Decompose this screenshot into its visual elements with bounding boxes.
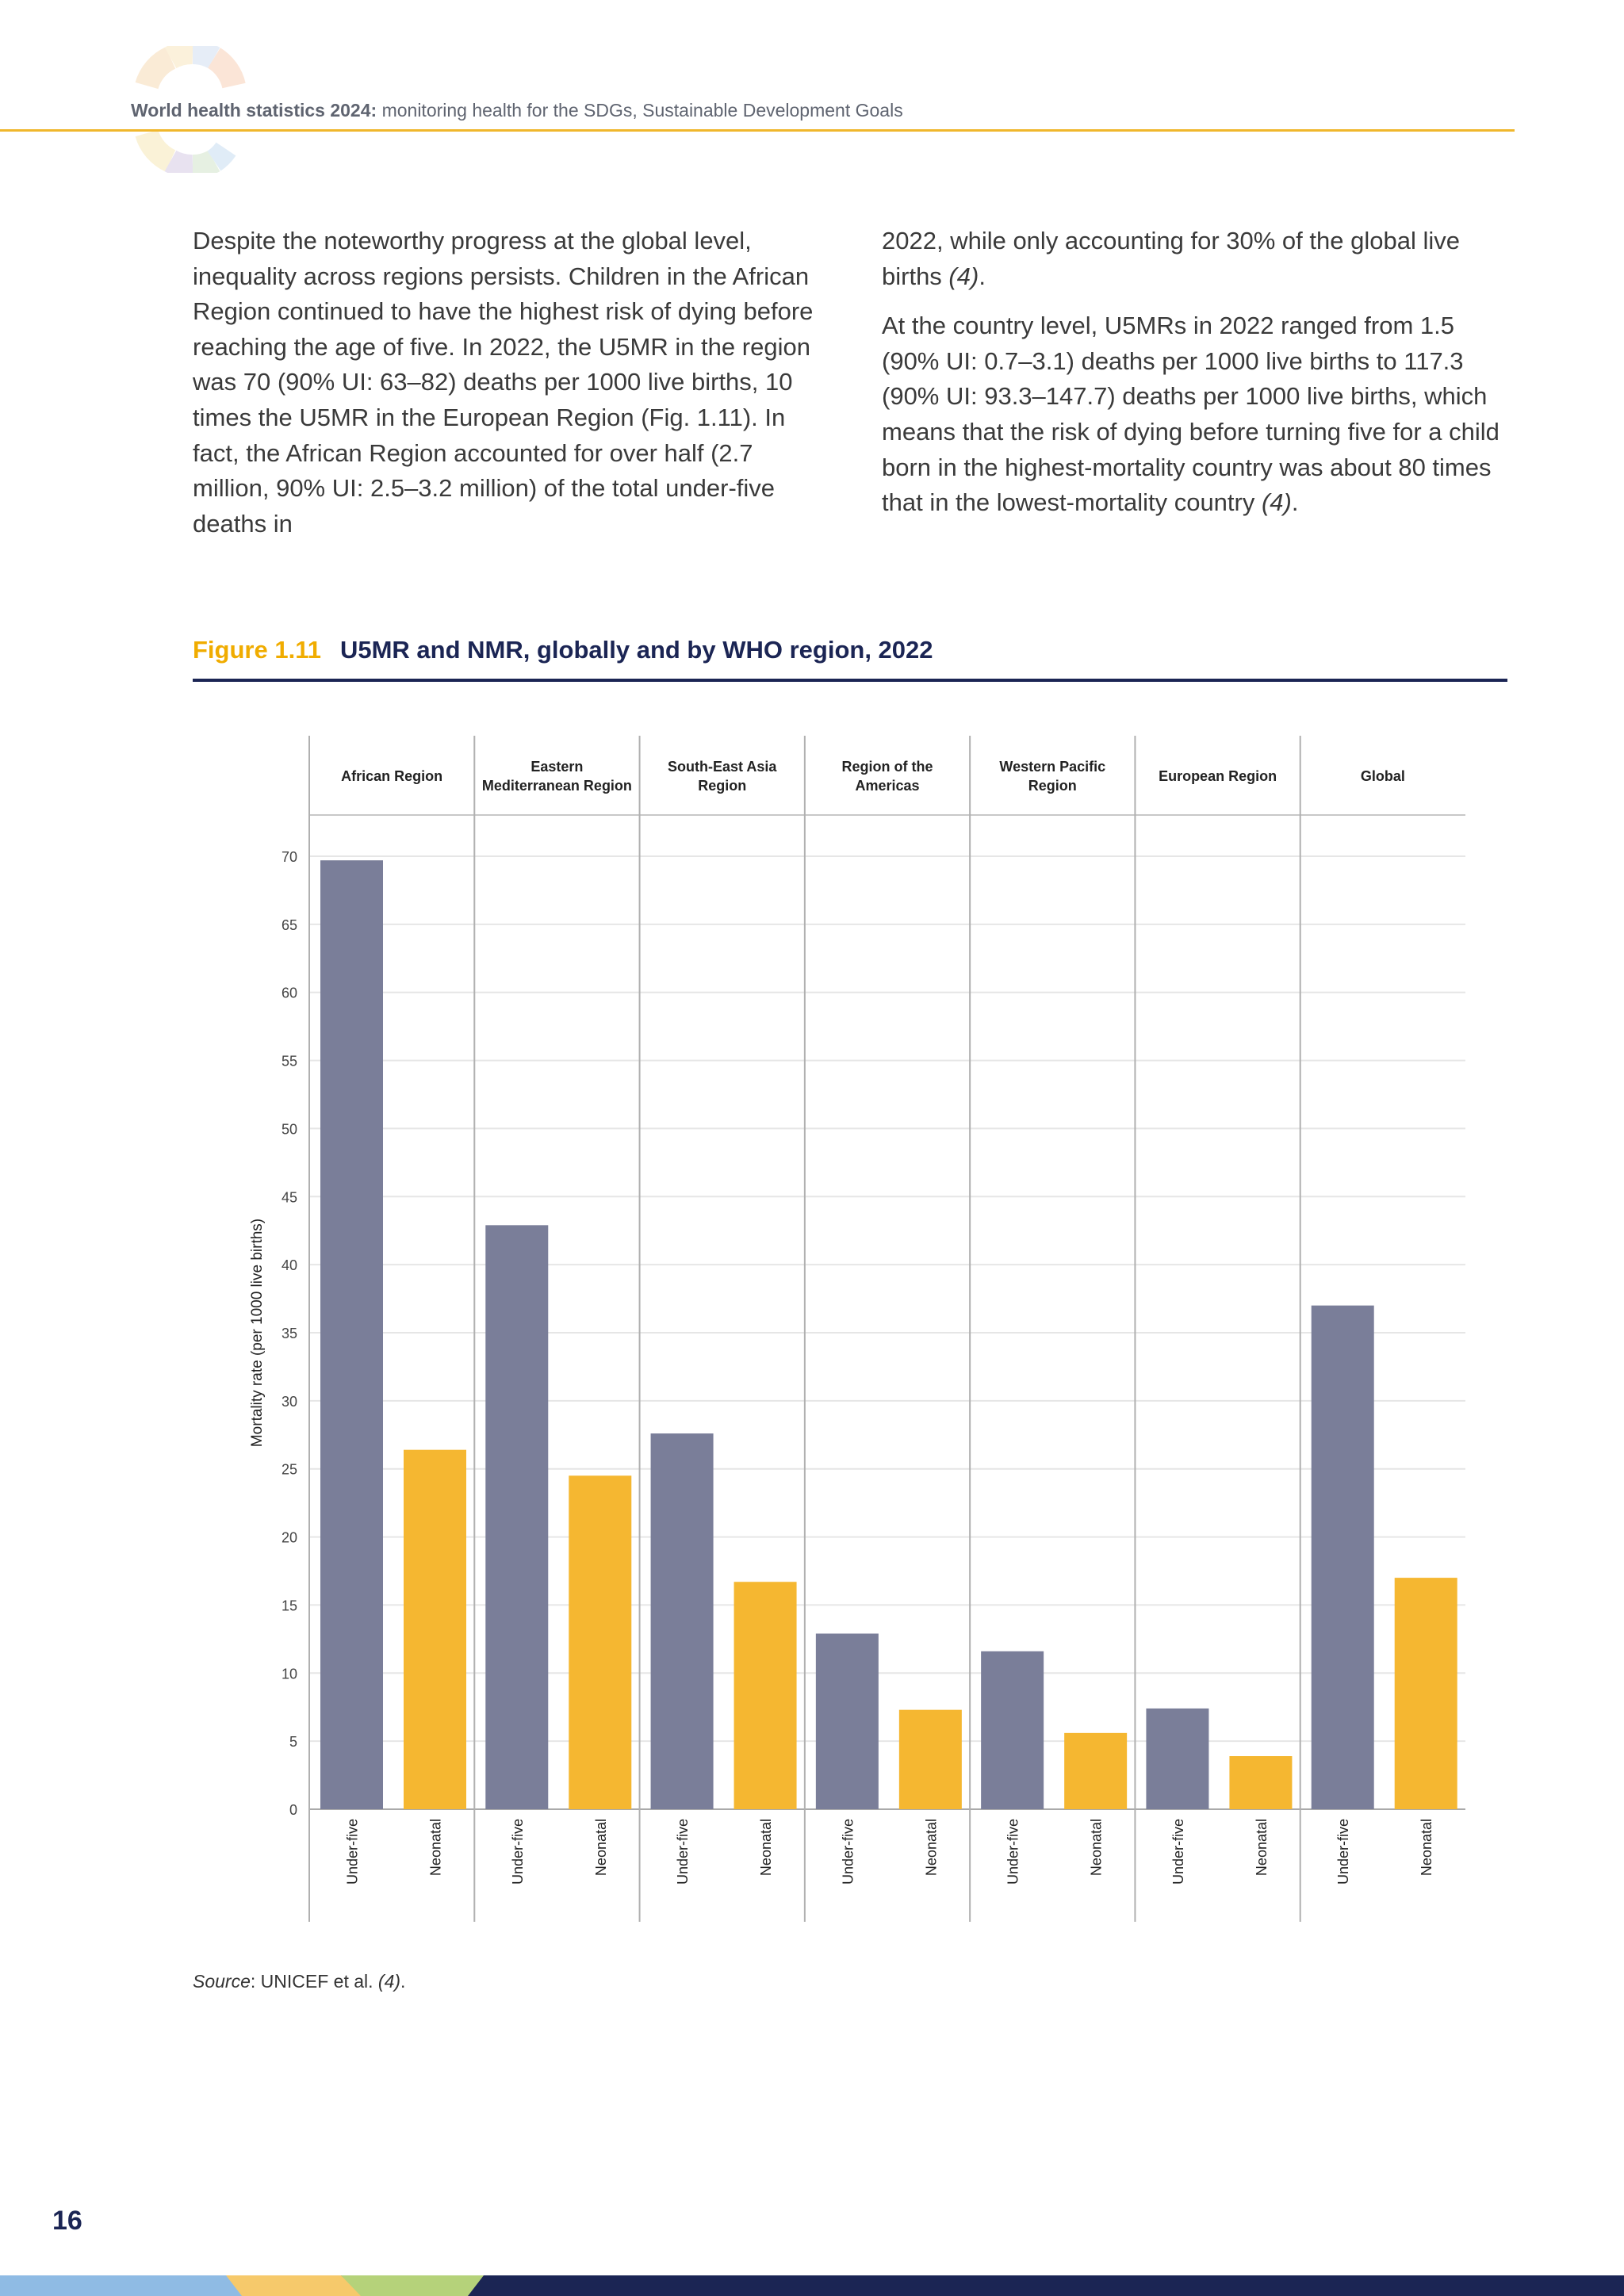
bar-neonatal (404, 1449, 466, 1809)
citation: (4) (948, 262, 979, 290)
y-tick-label: 50 (282, 1121, 297, 1137)
x-tick-label: Under-five (1335, 1819, 1351, 1885)
bar-neonatal (1229, 1756, 1293, 1809)
source-end: . (400, 1971, 406, 1992)
report-title: World health statistics 2024: (131, 100, 377, 121)
x-tick-label: Neonatal (1089, 1819, 1105, 1876)
footer-band (0, 2275, 1624, 2296)
y-tick-label: 30 (282, 1394, 297, 1410)
bar-under-five (650, 1433, 714, 1809)
source-label: Source (193, 1971, 251, 1992)
region-label: Mediterranean Region (482, 778, 632, 794)
x-tick-label: Neonatal (1254, 1819, 1270, 1876)
source-text: : UNICEF et al. (250, 1971, 378, 1992)
y-tick-label: 25 (282, 1462, 297, 1478)
bar-neonatal (569, 1475, 632, 1809)
paragraph-end: . (979, 262, 986, 290)
running-header: World health statistics 2024: monitoring… (131, 100, 903, 121)
y-tick-label: 10 (282, 1666, 297, 1682)
paragraph-end: . (1291, 488, 1299, 517)
x-tick-label: Neonatal (923, 1819, 939, 1876)
y-tick-label: 65 (282, 917, 297, 933)
paragraph-text: 2022, while only accounting for 30% of t… (882, 227, 1460, 290)
paragraph-right-2: At the country level, U5MRs in 2022 rang… (882, 308, 1516, 521)
figure-number: Figure 1.11 (193, 636, 321, 664)
y-tick-label: 45 (282, 1189, 297, 1205)
y-tick-label: 15 (282, 1598, 297, 1613)
bar-under-five (981, 1651, 1044, 1809)
source-note: Source: UNICEF et al. (4). (193, 1971, 405, 1992)
body-column-left: Despite the noteworthy progress at the g… (193, 224, 827, 556)
x-tick-label: Neonatal (593, 1819, 609, 1876)
y-tick-label: 60 (282, 985, 297, 1001)
sdg-wheel-logo-icon (135, 46, 246, 173)
figure-caption: U5MR and NMR, globally and by WHO region… (339, 636, 933, 664)
page-number: 16 (52, 2206, 82, 2236)
bar-under-five (815, 1633, 879, 1809)
y-tick-label: 35 (282, 1326, 297, 1341)
region-label: Region of the (842, 759, 933, 775)
bar-neonatal (1064, 1732, 1128, 1809)
x-tick-label: Neonatal (1419, 1819, 1434, 1876)
bar-neonatal (733, 1582, 797, 1809)
page-header: World health statistics 2024: monitoring… (0, 0, 1624, 174)
header-rule (0, 129, 1515, 132)
figure-rule (193, 679, 1507, 682)
region-label: Americas (855, 778, 919, 794)
citation: (4) (1261, 488, 1292, 517)
y-tick-label: 20 (282, 1530, 297, 1546)
bar-under-five (320, 860, 383, 1809)
y-tick-label: 70 (282, 849, 297, 865)
y-tick-label: 55 (282, 1054, 297, 1070)
bar-under-five (1146, 1708, 1209, 1809)
x-tick-label: Under-five (840, 1819, 856, 1885)
region-label: Region (1028, 778, 1077, 794)
x-tick-label: Under-five (1005, 1819, 1021, 1885)
report-subtitle: monitoring health for the SDGs, Sustaina… (377, 100, 903, 121)
y-tick-label: 0 (289, 1802, 297, 1818)
region-label: Region (698, 778, 746, 794)
x-tick-label: Under-five (345, 1819, 361, 1885)
bar-under-five (485, 1225, 549, 1809)
region-label: South-East Asia (668, 759, 777, 775)
figure-title: Figure 1.11 U5MR and NMR, globally and by… (193, 636, 933, 664)
paragraph-text: At the country level, U5MRs in 2022 rang… (882, 312, 1500, 517)
bar-neonatal (1394, 1578, 1457, 1809)
source-citation: (4) (377, 1971, 401, 1992)
region-label: African Region (341, 768, 442, 784)
y-axis-label: Mortality rate (per 1000 live births) (249, 1219, 266, 1447)
x-tick-label: Under-five (510, 1819, 526, 1885)
region-label: European Region (1159, 768, 1277, 784)
x-tick-label: Under-five (1170, 1819, 1186, 1885)
paragraph-right-1: 2022, while only accounting for 30% of t… (882, 224, 1516, 294)
paragraph-left: Despite the noteworthy progress at the g… (193, 227, 814, 538)
bar-neonatal (898, 1709, 962, 1809)
mortality-bar-chart: 0 5 10 15 20 25 30 35 40 45 50 55 60 65 70 African Regi… (249, 736, 1465, 1922)
y-tick-label: 40 (282, 1257, 297, 1273)
region-label: Eastern (530, 759, 583, 775)
bar-under-five (1311, 1305, 1374, 1809)
region-label: Western Pacific (999, 759, 1105, 775)
body-column-right: 2022, while only accounting for 30% of t… (882, 224, 1516, 535)
y-tick-label: 5 (289, 1734, 297, 1750)
x-tick-label: Neonatal (758, 1819, 774, 1876)
x-tick-label: Neonatal (428, 1819, 444, 1876)
x-tick-label: Under-five (675, 1819, 691, 1885)
region-label: Global (1361, 768, 1405, 784)
